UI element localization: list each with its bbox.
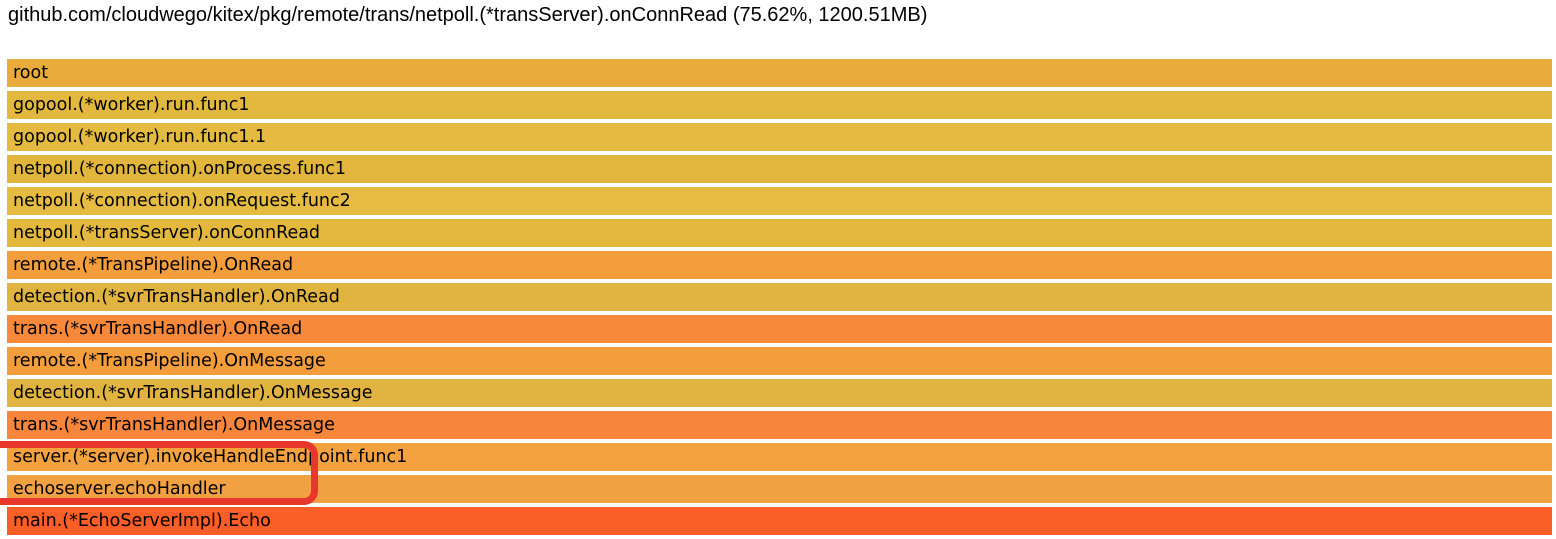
flame-frame-9[interactable]: remote.(*TransPipeline).OnMessage [7,347,1552,375]
flame-frame-5[interactable]: netpoll.(*transServer).onConnRead [7,219,1552,247]
flamegraph-title: github.com/cloudwego/kitex/pkg/remote/tr… [8,4,928,26]
flame-frame-1[interactable]: gopool.(*worker).run.func1 [7,91,1552,119]
flame-frame-12[interactable]: server.(*server).invokeHandleEndpoint.fu… [7,443,1552,471]
flame-frame-6[interactable]: remote.(*TransPipeline).OnRead [7,251,1552,279]
flame-frame-10[interactable]: detection.(*svrTransHandler).OnMessage [7,379,1552,407]
flame-frame-11[interactable]: trans.(*svrTransHandler).OnMessage [7,411,1552,439]
flame-frame-3[interactable]: netpoll.(*connection).onProcess.func1 [7,155,1552,183]
flame-frame-4[interactable]: netpoll.(*connection).onRequest.func2 [7,187,1552,215]
flamegraph: root gopool.(*worker).run.func1 gopool.(*w… [7,59,1552,539]
flame-frame-0[interactable]: root [7,59,1552,87]
flame-frame-8[interactable]: trans.(*svrTransHandler).OnRead [7,315,1552,343]
flame-frame-14[interactable]: main.(*EchoServerImpl).Echo [7,507,1552,535]
flame-frame-7[interactable]: detection.(*svrTransHandler).OnRead [7,283,1552,311]
flame-frame-13[interactable]: echoserver.echoHandler [7,475,1552,503]
flame-frame-2[interactable]: gopool.(*worker).run.func1.1 [7,123,1552,151]
